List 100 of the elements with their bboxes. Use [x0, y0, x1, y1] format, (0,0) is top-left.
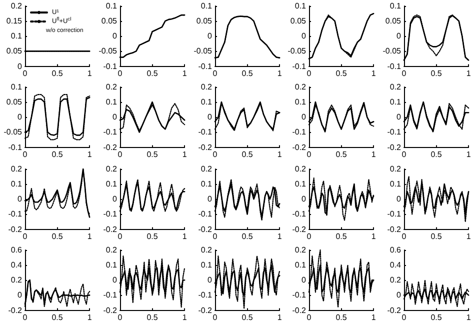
x-tick-label: 0.5 — [241, 150, 253, 159]
y-tick-label: 0.2 — [295, 245, 307, 254]
x-tick-label: 0.5 — [430, 231, 443, 240]
y-tick-label: -0.05 — [288, 46, 307, 56]
x-tick-label: 1 — [276, 68, 282, 78]
x-tick-label: 1 — [182, 68, 188, 78]
x-tick-label: 0.5 — [430, 150, 443, 159]
y-tick-label: 0.2 — [390, 275, 402, 284]
y-tick-label: 0.1 — [295, 2, 307, 10]
y-tick-label: 0.4 — [390, 260, 402, 270]
x-tick-label: 0.5 — [146, 231, 158, 240]
y-tick-label: 0.1 — [200, 179, 212, 188]
y-tick-label: 0 — [396, 194, 402, 204]
y-tick-label: 0.05 — [6, 98, 23, 107]
y-tick-label: -0.05 — [98, 46, 118, 56]
y-tick-label: -0.2 — [103, 306, 118, 314]
y-tick-label: 0.05 — [101, 16, 118, 26]
y-tick-label: 0.2 — [390, 164, 402, 173]
y-tick-label: 0 — [396, 112, 402, 122]
y-tick-label: 0.1 — [106, 179, 118, 188]
x-tick-label: 1 — [182, 312, 188, 322]
x-tick-label: 1 — [87, 150, 92, 159]
y-tick-label: 0 — [18, 194, 23, 204]
x-tick-label: 0 — [118, 312, 123, 322]
y-tick-label: -0.2 — [8, 306, 23, 314]
y-tick-label: -0.2 — [387, 306, 402, 314]
y-tick-label: -0.2 — [8, 224, 23, 234]
y-tick-label: -0.05 — [382, 46, 402, 56]
y-tick-label: 0 — [302, 275, 307, 284]
y-tick-label: 0.6 — [10, 245, 23, 254]
x-tick-label: 1 — [182, 231, 188, 240]
y-tick-label: 0.2 — [106, 245, 118, 254]
y-tick-label: 0.6 — [390, 245, 402, 254]
y-tick-label: 0 — [302, 112, 307, 122]
x-tick-label: 0.5 — [336, 68, 348, 78]
y-tick-label: 0 — [112, 194, 118, 204]
y-tick-label: 0.1 — [295, 260, 307, 270]
x-tick-label: 0.5 — [336, 150, 348, 159]
y-tick-label: 0.2 — [200, 164, 212, 173]
x-tick-label: 1 — [87, 312, 92, 322]
y-tick-label: 0 — [396, 290, 402, 300]
y-tick-label: 0.1 — [295, 179, 307, 188]
y-tick-label: -0.2 — [103, 143, 118, 152]
y-tick-label: 0 — [112, 112, 118, 122]
y-tick-label: -0.1 — [198, 209, 212, 218]
y-tick-label: -0.1 — [198, 290, 212, 300]
y-tick-label: 0.1 — [200, 2, 212, 10]
y-tick-label: 0 — [302, 194, 307, 204]
y-tick-label: -0.2 — [387, 224, 402, 234]
x-tick-label: 1 — [372, 312, 377, 322]
y-tick-label: 0 — [207, 112, 212, 122]
y-tick-label: -0.1 — [198, 128, 212, 137]
y-tick-label: 0.2 — [106, 82, 118, 92]
y-tick-label: 0.2 — [106, 164, 118, 173]
y-tick-label: -0.2 — [103, 224, 118, 234]
x-tick-label: 0.5 — [336, 312, 348, 322]
x-tick-label: 1 — [466, 150, 472, 159]
x-tick-label: 1 — [276, 150, 282, 159]
y-tick-label: -0.1 — [292, 290, 307, 300]
y-tick-label: 0.15 — [6, 16, 23, 26]
y-tick-label: -0.2 — [198, 306, 212, 314]
y-tick-label: -0.2 — [198, 143, 212, 152]
y-tick-label: 0.1 — [10, 82, 23, 92]
y-tick-label: 0.2 — [295, 82, 307, 92]
y-tick-label: -0.2 — [292, 143, 307, 152]
x-tick-label: 0.5 — [52, 68, 64, 78]
y-tick-label: 0.1 — [106, 2, 118, 10]
y-tick-label: 0 — [112, 32, 118, 41]
y-tick-label: 0.1 — [200, 98, 212, 107]
y-tick-label: 0.2 — [10, 2, 23, 10]
x-tick-label: 0.5 — [336, 231, 348, 240]
y-tick-label: 0 — [18, 112, 23, 122]
y-tick-label: 0.2 — [10, 275, 23, 284]
x-tick-label: 1 — [372, 68, 377, 78]
x-tick-label: 1 — [466, 231, 472, 240]
y-tick-label: -0.1 — [292, 209, 307, 218]
x-tick-label: 0 — [118, 150, 123, 159]
y-tick-label: 0.1 — [10, 179, 23, 188]
y-tick-label: -0.2 — [387, 143, 402, 152]
x-tick-label: 0.5 — [241, 231, 253, 240]
y-tick-label: 0.1 — [390, 2, 402, 10]
y-tick-label: 0.05 — [386, 16, 402, 26]
y-tick-label: 0.2 — [10, 164, 23, 173]
x-tick-label: 1 — [182, 150, 188, 159]
x-tick-label: 1 — [466, 312, 472, 322]
y-tick-label: 0.1 — [10, 32, 23, 41]
y-tick-label: 0.1 — [390, 98, 402, 107]
x-tick-label: 1 — [372, 231, 377, 240]
y-tick-label: -0.05 — [4, 128, 23, 137]
x-tick-label: 0.5 — [52, 312, 64, 322]
y-tick-label: -0.2 — [198, 224, 212, 234]
x-tick-label: 1 — [276, 231, 282, 240]
x-tick-label: 0.5 — [146, 150, 158, 159]
y-tick-label: -0.1 — [8, 143, 23, 152]
x-tick-label: 0.5 — [146, 312, 158, 322]
x-tick-label: 1 — [372, 150, 377, 159]
y-tick-label: 0.05 — [196, 16, 212, 26]
y-tick-label: -0.1 — [198, 62, 212, 71]
y-tick-label: -0.1 — [103, 62, 118, 71]
y-tick-label: -0.1 — [103, 290, 118, 300]
